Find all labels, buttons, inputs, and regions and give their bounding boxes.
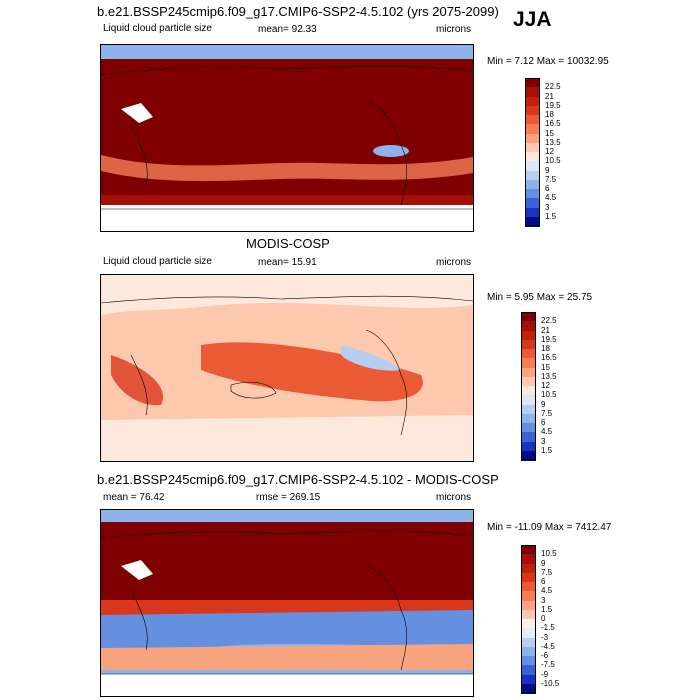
panel1-variable-label: Liquid cloud particle size (103, 23, 212, 34)
colorbar-tick-label: 3 (541, 436, 546, 446)
panel3-minmax: Min = -11.09 Max = 7412.47 (487, 522, 612, 533)
colorbar-tick-label: 3 (541, 595, 546, 605)
colorbar-tick-label: 6 (545, 184, 550, 193)
panel2-minmax: Min = 5.95 Max = 25.75 (487, 292, 593, 303)
colorbar-tick-label: 10.5 (545, 156, 561, 166)
panel1-southern-band (101, 155, 473, 182)
colorbar-tick-label: 10.5 (541, 390, 557, 400)
panel1-title: b.e21.BSSP245cmip6.f09_g17.CMIP6-SSP2-4.… (97, 4, 499, 19)
panel1-main-field (101, 59, 473, 209)
panel3-map (100, 509, 474, 697)
panel1-mean-label: mean= 92.33 (258, 24, 317, 35)
panel1-map (100, 44, 474, 232)
colorbar-tick-label: 22.5 (541, 316, 557, 326)
colorbar-tick-label: 3 (545, 202, 550, 212)
colorbar-swatch (521, 683, 536, 694)
panel1-blue-patch (373, 145, 409, 157)
panel2-indian-warm (111, 355, 163, 406)
colorbar-tick-label: 12 (545, 147, 554, 156)
panel3-rmse-label: rmse = 269.15 (256, 492, 321, 503)
colorbar-tick-label: 7.5 (545, 174, 557, 184)
panel2-units-label: microns (436, 257, 472, 268)
season-label: JJA (513, 8, 552, 31)
panel2-south-band (101, 415, 473, 461)
panel3-title: b.e21.BSSP245cmip6.f09_g17.CMIP6-SSP2-4.… (97, 472, 499, 487)
panel3-main-field (101, 522, 473, 606)
colorbar-tick-label: 10.5 (541, 549, 557, 559)
colorbar-tick-label: 0 (541, 614, 546, 623)
panel2-mean-label: mean= 15.91 (258, 257, 317, 268)
panel3-southern-blue (101, 610, 473, 651)
colorbar-tick-label: 9 (541, 399, 546, 409)
panel3-colorbar: 10.5 9 7.5 6 4.5 3 1.5 0 -1.5 -3 -4.5 -6 -7.5 -9 -10.5 (521, 545, 581, 694)
colorbar-tick-label: 7.5 (541, 408, 553, 418)
panel3-mean-label: mean = 76.42 (103, 492, 165, 503)
panel2-coastlines (101, 295, 473, 436)
colorbar-tick-label: -1.5 (541, 623, 555, 633)
colorbar-tick-label: 22.5 (545, 82, 561, 92)
colorbar-tick-label: 21 (541, 325, 550, 335)
colorbar-tick-label: 15 (545, 128, 554, 138)
panel1-antarctica (101, 205, 473, 231)
colorbar-tick-label: 4.5 (541, 427, 553, 437)
panel2-colorbar: 22.5 21 19.5 18 16.5 15 13.5 12 10.5 9 7.5 6 4.5 3 1.5 (521, 312, 581, 461)
colorbar-tick-label: 18 (545, 110, 554, 119)
colorbar-tick-label: 16.5 (541, 353, 557, 363)
colorbar-tick-label: 6 (541, 577, 546, 586)
panel2-map (100, 274, 474, 462)
panel3-map-svg (101, 510, 473, 696)
panel3-south-warm (101, 644, 473, 670)
panel1-map-svg (101, 45, 473, 231)
colorbar-tick-label: 1.5 (541, 445, 553, 455)
panel3-antarctica (101, 674, 473, 696)
colorbar-tick-label: 4.5 (541, 586, 553, 596)
colorbar-tick-label: 15 (541, 362, 550, 372)
panel2-title: MODIS-COSP (246, 236, 330, 251)
panel2-north-light (101, 275, 473, 315)
colorbar-tick-label: 13.5 (545, 137, 561, 147)
colorbar-tick-label: 1.5 (545, 211, 557, 221)
colorbar-tick-label: 4.5 (545, 193, 557, 203)
colorbar-tick-label: 21 (545, 91, 554, 101)
colorbar-swatch (525, 216, 540, 227)
colorbar-tick-label: -3 (541, 632, 549, 642)
colorbar-tick-label: 18 (541, 344, 550, 353)
panel1-missing-patch (121, 103, 153, 123)
colorbar-tick-label: 16.5 (545, 119, 561, 129)
panel1-units-label: microns (436, 24, 472, 35)
panel1-colorbar: 22.5 21 19.5 18 16.5 15 13.5 12 10.5 9 7.5 6 4.5 3 1.5 (525, 78, 585, 227)
colorbar-tick-label: 9 (541, 558, 546, 568)
colorbar-swatch (521, 450, 536, 461)
colorbar-tick-label: 9 (545, 165, 550, 175)
colorbar-tick-label: 19.5 (545, 100, 561, 110)
colorbar-tick-label: -6 (541, 651, 549, 660)
colorbar-tick-label: 19.5 (541, 334, 557, 344)
colorbar-tick-label: -4.5 (541, 641, 555, 651)
colorbar-tick-label: 12 (541, 381, 550, 390)
panel2-cool-patch (341, 345, 401, 371)
colorbar-tick-label: 6 (541, 418, 546, 427)
panel2-variable-label: Liquid cloud particle size (103, 256, 212, 267)
panel1-coastlines (101, 65, 473, 210)
colorbar-tick-label: -7.5 (541, 660, 555, 670)
panel1-minmax: Min = 7.12 Max = 10032.95 (487, 56, 609, 67)
panel3-missing-patch (121, 560, 153, 580)
panel3-units-label: microns (436, 492, 472, 503)
colorbar-tick-label: 1.5 (541, 604, 553, 614)
colorbar-tick-label: -10.5 (541, 678, 560, 688)
colorbar-tick-label: 7.5 (541, 567, 553, 577)
colorbar-tick-label: 13.5 (541, 371, 557, 381)
panel2-pacific-warm (201, 342, 423, 402)
panel2-map-svg (101, 275, 473, 461)
colorbar-tick-label: -9 (541, 669, 549, 679)
panel3-coastlines (101, 530, 473, 675)
